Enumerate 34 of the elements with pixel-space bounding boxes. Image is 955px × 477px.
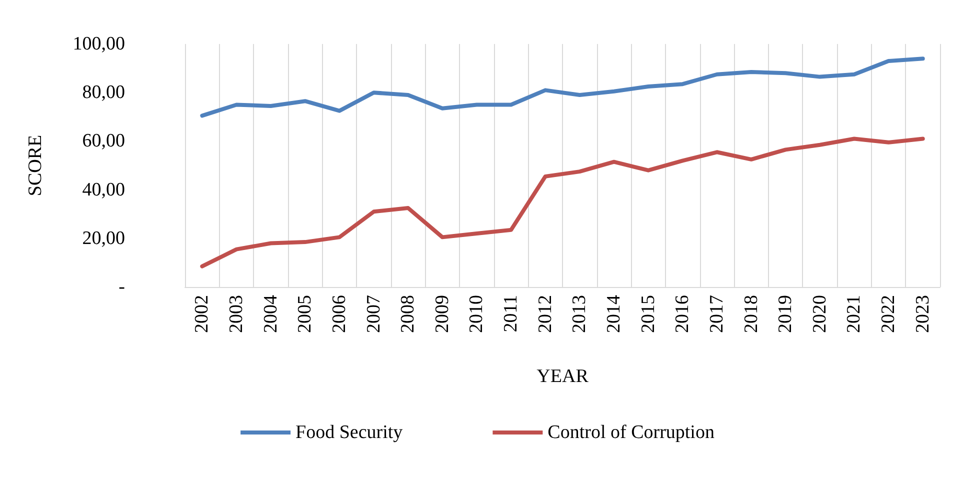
x-axis-title: YEAR: [536, 366, 589, 387]
y-axis-title: SCORE: [25, 134, 46, 196]
legend-label: Food Security: [296, 422, 404, 443]
legend-label: Control of Corruption: [548, 422, 715, 443]
x-tick-label: 2023: [912, 295, 934, 333]
y-tick-label: 100,00: [72, 34, 125, 54]
y-tick-label: 20,00: [82, 228, 125, 249]
y-tick-label: -: [118, 276, 125, 298]
x-tick-label: 2015: [638, 295, 659, 333]
y-tick-label: 40,00: [82, 179, 125, 200]
x-tick-label: 2011: [500, 295, 522, 332]
x-tick-label: 2017: [706, 295, 728, 333]
line-series: [200, 136, 925, 268]
y-tick-label: 80,00: [82, 82, 125, 104]
x-tick-label: 2014: [603, 294, 624, 333]
x-tick-label: 2021: [844, 295, 865, 333]
x-tick-label: 2006: [328, 295, 350, 333]
x-tick-label: 2008: [398, 295, 419, 333]
x-tick-label: 2009: [432, 295, 453, 333]
x-tick-label: 2016: [672, 295, 694, 333]
x-tick-label: 2002: [192, 295, 213, 333]
line-series: [200, 56, 925, 118]
x-tick-label: 2003: [226, 295, 247, 333]
x-tick-label: 2010: [466, 295, 488, 333]
x-tick-label: 2012: [534, 295, 556, 333]
x-tick-label: 2018: [740, 295, 762, 333]
x-tick-label: 2020: [809, 295, 830, 333]
x-tick-label: 2022: [878, 295, 900, 333]
y-tick-label: 60,00: [82, 130, 125, 152]
x-tick-label: 2005: [294, 295, 316, 333]
x-tick-label: 2007: [363, 295, 384, 333]
x-tick-label: 2019: [775, 295, 796, 333]
x-tick-label: 2013: [569, 295, 590, 333]
x-tick-label: 2004: [260, 294, 282, 333]
